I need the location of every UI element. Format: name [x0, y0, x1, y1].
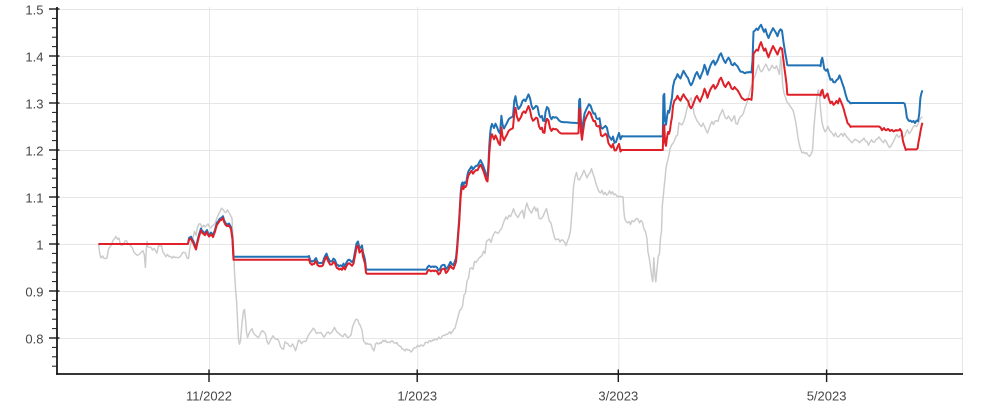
svg-text:1.4: 1.4: [25, 49, 43, 64]
svg-text:1/2023: 1/2023: [397, 389, 437, 404]
svg-text:0.8: 0.8: [25, 331, 43, 346]
svg-text:1.5: 1.5: [25, 2, 43, 17]
svg-text:1: 1: [36, 237, 43, 252]
svg-text:1.1: 1.1: [25, 190, 43, 205]
svg-text:3/2023: 3/2023: [598, 389, 638, 404]
svg-text:5/2023: 5/2023: [807, 389, 847, 404]
svg-text:11/2022: 11/2022: [186, 389, 232, 404]
svg-text:1.2: 1.2: [25, 143, 43, 158]
svg-text:1.3: 1.3: [25, 96, 43, 111]
svg-text:0.9: 0.9: [25, 284, 43, 299]
